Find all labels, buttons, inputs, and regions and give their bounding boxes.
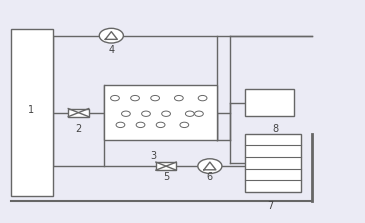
Bar [156, 162, 176, 170]
Circle shape [131, 95, 139, 101]
Text: 5: 5 [163, 172, 169, 182]
Circle shape [174, 95, 183, 101]
Text: 1: 1 [28, 105, 34, 115]
Circle shape [198, 95, 207, 101]
Circle shape [180, 122, 189, 128]
Circle shape [156, 122, 165, 128]
Circle shape [99, 28, 123, 43]
Bar [245, 89, 294, 116]
Bar [104, 85, 217, 140]
Text: 8: 8 [273, 124, 278, 134]
Circle shape [185, 111, 194, 116]
Circle shape [151, 95, 160, 101]
Bar [245, 134, 301, 192]
Text: 6: 6 [207, 172, 213, 182]
Bar [11, 29, 53, 196]
Text: 3: 3 [150, 151, 156, 161]
Text: 2: 2 [75, 124, 82, 134]
Circle shape [122, 111, 130, 116]
Circle shape [116, 122, 125, 128]
Circle shape [111, 95, 119, 101]
Text: 7: 7 [267, 201, 273, 211]
Circle shape [136, 122, 145, 128]
Circle shape [195, 111, 203, 116]
Circle shape [162, 111, 170, 116]
Text: 4: 4 [108, 45, 114, 55]
Circle shape [198, 159, 222, 173]
Bar [68, 109, 89, 117]
Circle shape [142, 111, 150, 116]
